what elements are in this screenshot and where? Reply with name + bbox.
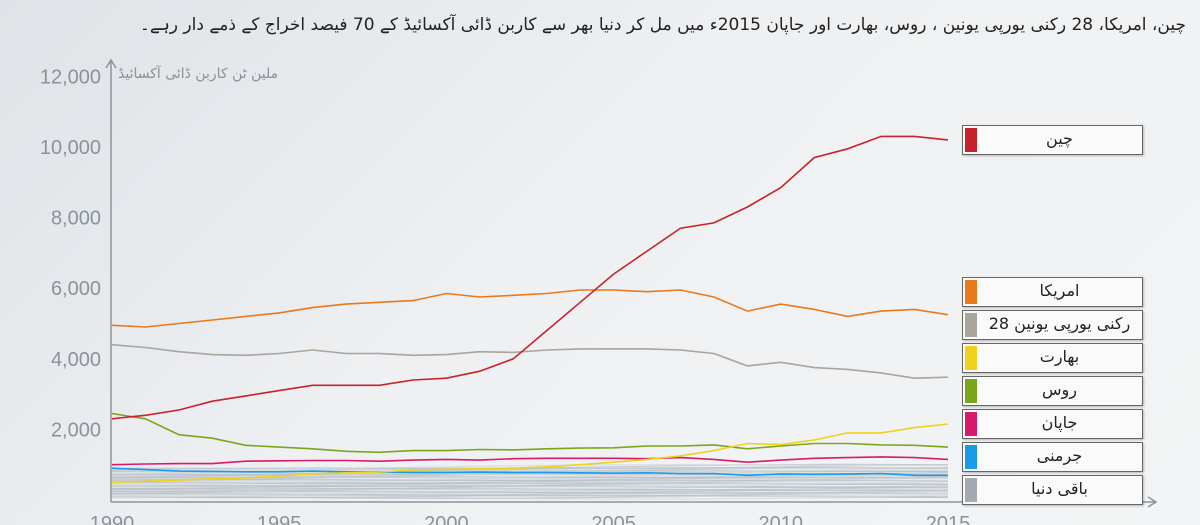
chart-title: چین، امریکا، 28 رکنی یورپی یونین ، روس، … — [139, 15, 1186, 35]
y-tick-label: 8,000 — [51, 208, 101, 230]
y-tick-label: 12,000 — [40, 66, 101, 88]
x-tick-label: 1990 — [90, 513, 135, 525]
legend-label: چین — [1046, 129, 1073, 148]
y-tick-label: 4,000 — [51, 349, 101, 371]
legend-item: باقی دنیا — [962, 475, 1143, 505]
legend-swatch — [965, 379, 977, 403]
rest-of-world-line — [112, 470, 949, 476]
rest-of-world-line — [111, 493, 949, 498]
x-tick-label: 1995 — [257, 513, 302, 525]
rest-of-world-line — [112, 479, 949, 484]
legend-label: باقی دنیا — [1031, 479, 1088, 498]
legend-swatch — [965, 445, 977, 469]
legend-swatch — [965, 128, 977, 152]
legend-item: چین — [962, 125, 1143, 155]
legend-swatch — [965, 346, 977, 370]
legend-label: روس — [1042, 380, 1077, 399]
series-line — [111, 456, 949, 466]
legend-swatch — [965, 313, 977, 337]
legend-swatch — [965, 478, 977, 502]
y-axis-arrow-icon — [105, 58, 117, 69]
rest-of-world-line — [111, 488, 949, 493]
x-tick-label: 2000 — [424, 513, 469, 525]
legend-label: امریکا — [1039, 281, 1080, 300]
x-tick-label: 2010 — [759, 513, 804, 525]
x-tick-label: 2005 — [591, 513, 636, 525]
y-tick-label: 6,000 — [51, 278, 101, 300]
x-axis-arrow-icon — [1147, 496, 1158, 508]
legend-item: جاپان — [962, 409, 1143, 439]
legend-label: رکنی یورپی یونین 28 — [988, 314, 1131, 333]
series-line — [111, 135, 949, 420]
legend-label: جاپان — [1041, 413, 1078, 432]
legend-swatch — [965, 280, 977, 304]
y-tick-label: 10,000 — [40, 137, 101, 159]
legend-item: روس — [962, 376, 1143, 406]
y-axis-label: ملین ٹن کاربن ڈائی آکسائیڈ — [118, 66, 279, 82]
legend-item: بھارت — [962, 343, 1143, 373]
legend-label: بھارت — [1039, 347, 1080, 366]
series-line — [111, 467, 948, 477]
legend-item: جرمنی — [962, 442, 1143, 472]
series-line — [111, 412, 949, 454]
y-tick-label: 2,000 — [51, 419, 101, 441]
rest-of-world-line — [111, 464, 949, 470]
series-line — [111, 423, 949, 484]
series-line — [111, 289, 949, 328]
legend-item: امریکا — [962, 277, 1143, 307]
legend-label: جرمنی — [1036, 446, 1083, 465]
x-tick-label: 2015 — [926, 513, 971, 525]
legend-item: رکنی یورپی یونین 28 — [962, 310, 1143, 340]
legend-swatch — [965, 412, 977, 436]
rest-of-world-line — [111, 479, 949, 485]
series-line — [111, 343, 949, 380]
